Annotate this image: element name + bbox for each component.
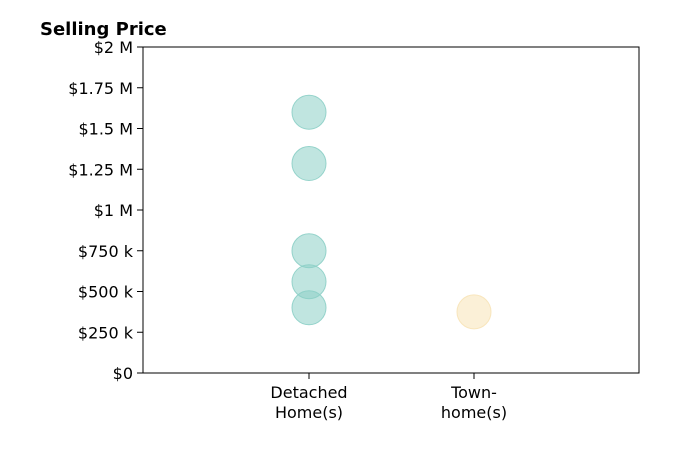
y-tick-label: $0 — [113, 364, 133, 383]
data-point — [291, 94, 327, 130]
chart-title: Selling Price — [40, 19, 167, 40]
y-tick-label: $1 M — [94, 201, 133, 220]
y-axis: $0 $250 k $500 k $750 k $1 M $1.25 M $1.5 M $1.… — [68, 38, 143, 383]
y-tick-label: $250 k — [78, 323, 134, 342]
x-tick-label: Town-home(s) — [441, 383, 507, 422]
y-tick-label: $2 M — [94, 38, 133, 57]
plot-area-frame — [142, 46, 640, 374]
data-point — [456, 294, 492, 330]
data-point — [291, 233, 327, 269]
x-tick-label: Detached Home(s) — [270, 383, 347, 422]
data-points — [291, 94, 492, 330]
y-tick-label: $1.5 M — [78, 120, 133, 139]
y-tick-label: $750 k — [78, 242, 134, 261]
y-tick-label: $1.25 M — [68, 160, 133, 179]
data-point — [291, 290, 327, 326]
data-point — [291, 146, 327, 182]
x-axis: Detached Home(s) Town-home(s) — [270, 373, 507, 422]
y-tick-label: $1.75 M — [68, 79, 133, 98]
y-tick-label: $500 k — [78, 283, 134, 302]
